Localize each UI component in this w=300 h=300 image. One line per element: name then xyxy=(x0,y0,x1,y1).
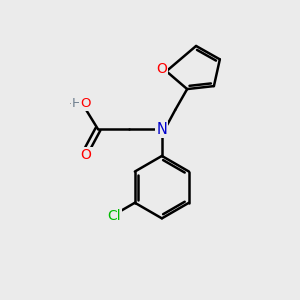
Text: O: O xyxy=(157,62,167,76)
Text: Cl: Cl xyxy=(107,209,121,223)
Text: N: N xyxy=(157,122,167,137)
Text: H: H xyxy=(72,98,82,110)
Text: O: O xyxy=(81,148,92,162)
Text: O: O xyxy=(80,98,91,110)
